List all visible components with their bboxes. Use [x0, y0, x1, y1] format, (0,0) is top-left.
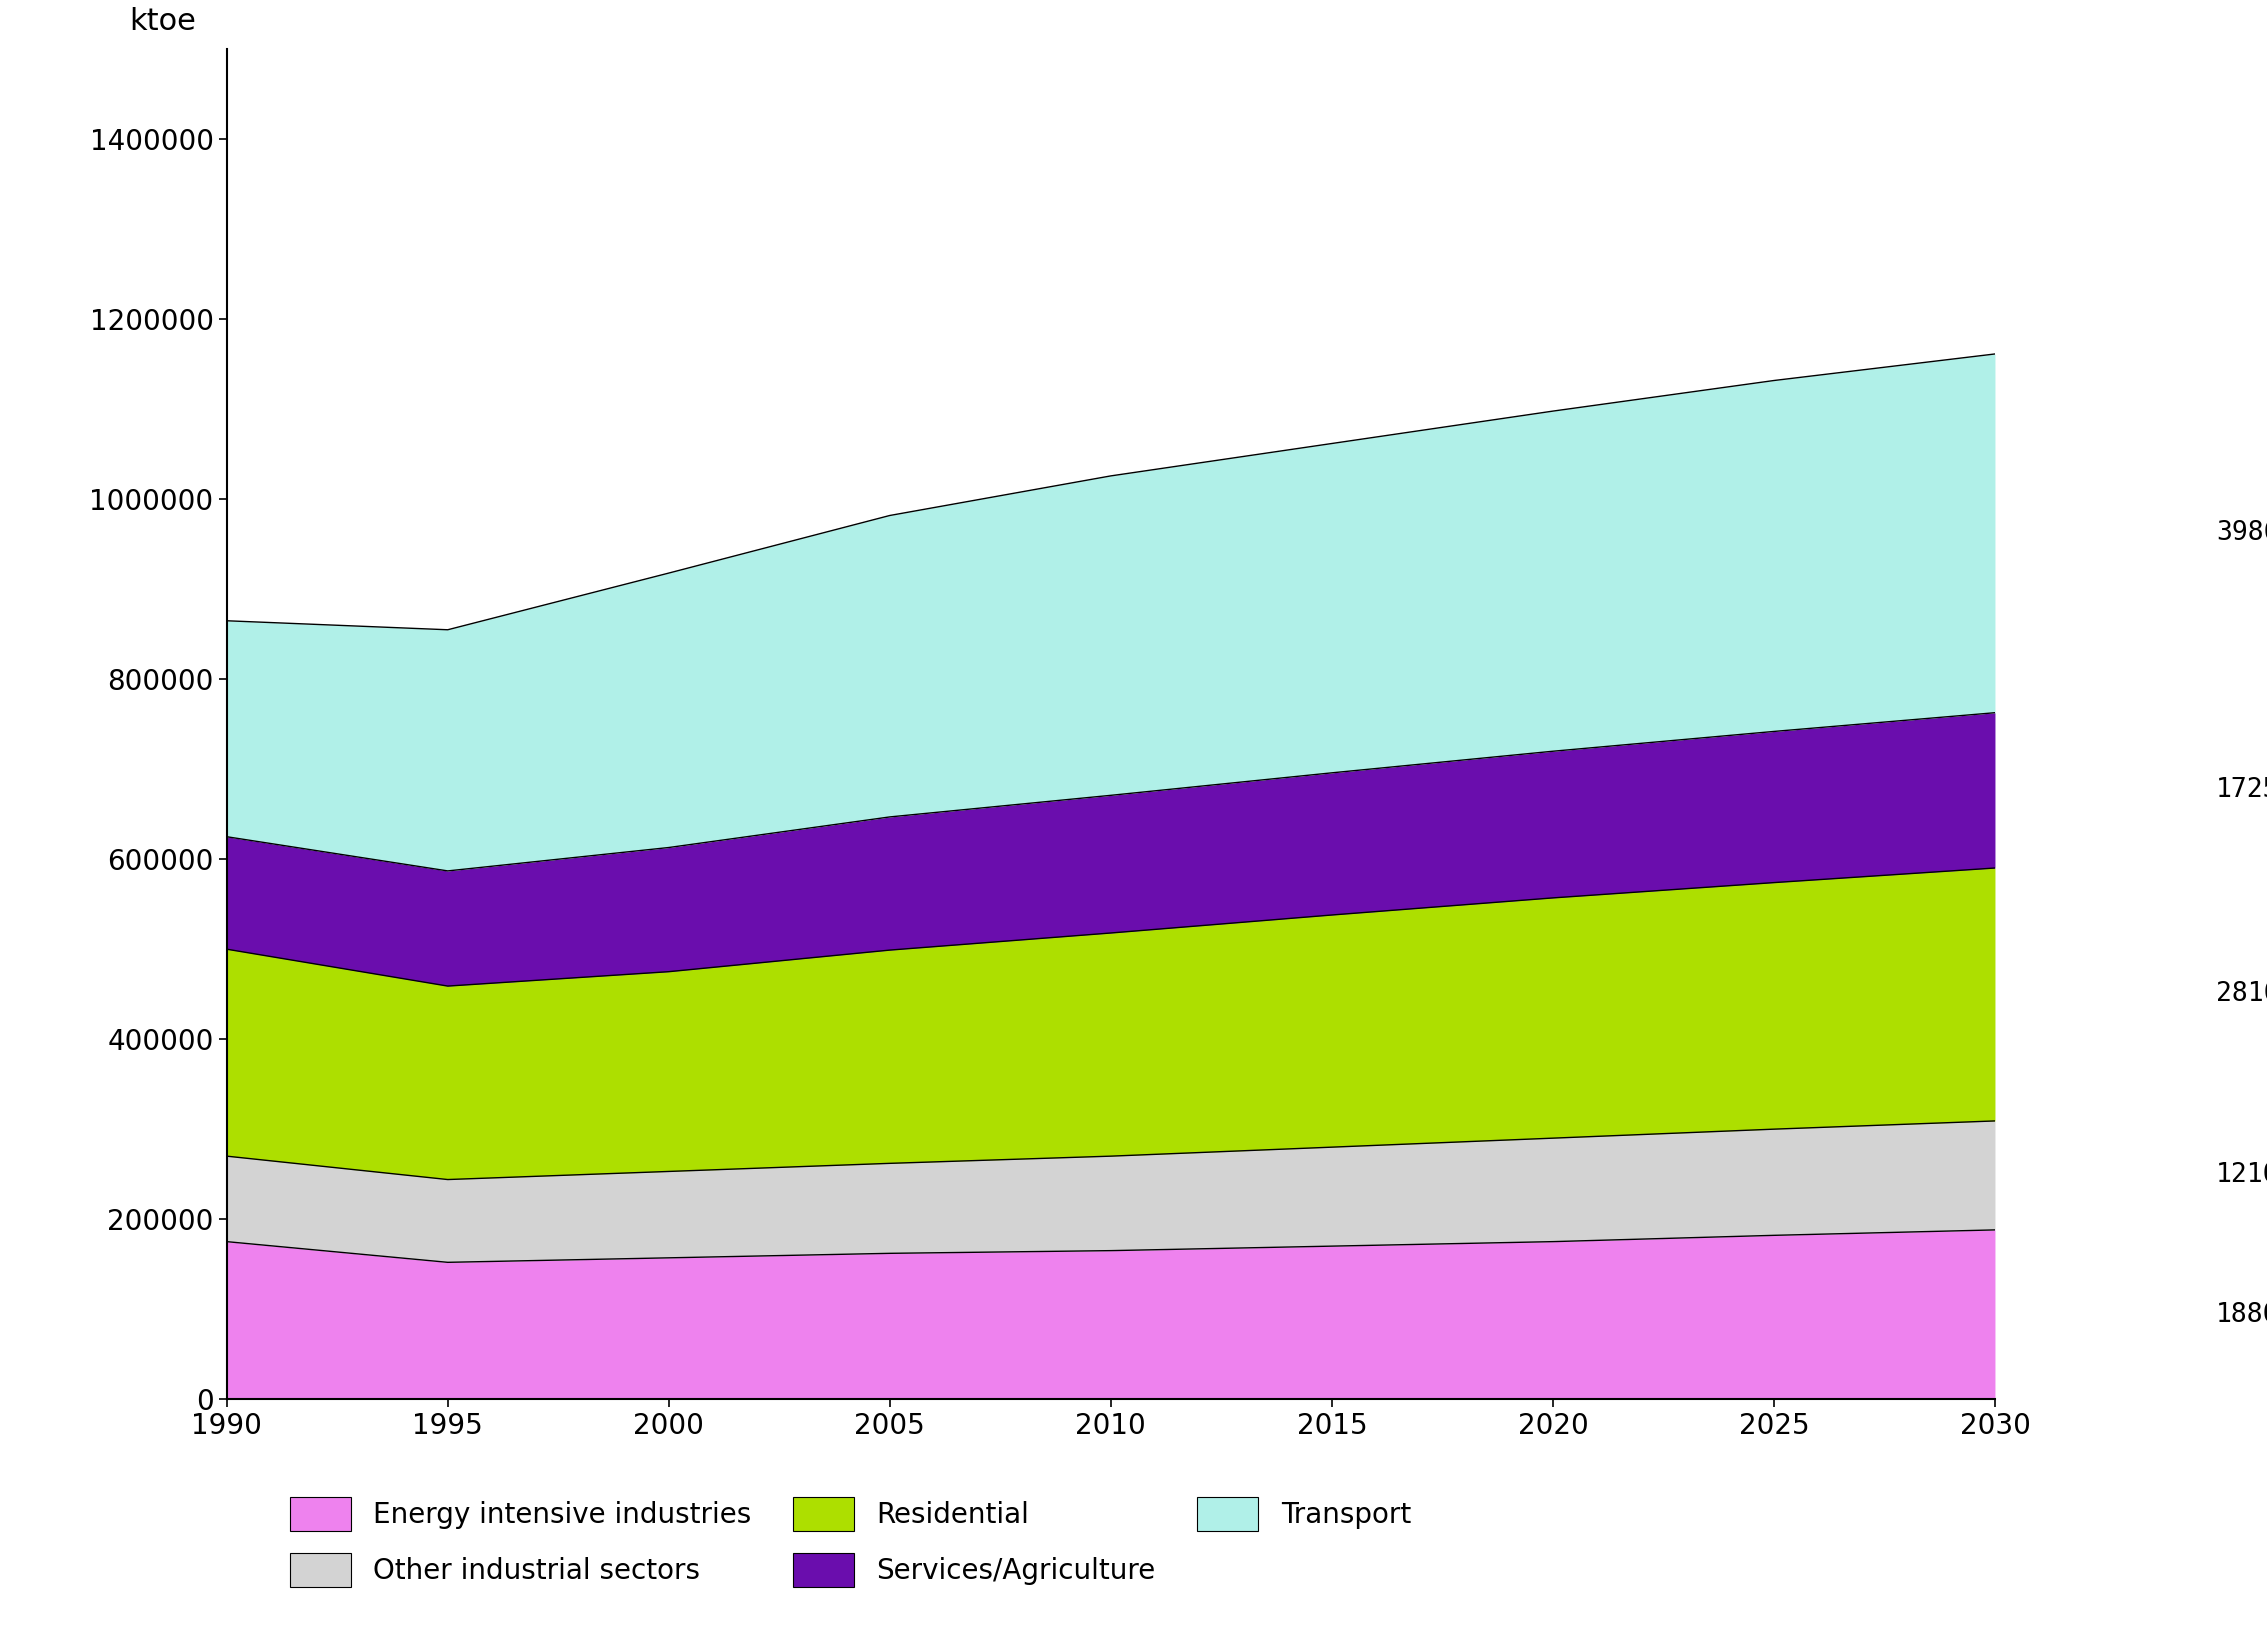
- Text: 188039: 188039: [2217, 1302, 2267, 1328]
- Text: ktoe: ktoe: [129, 7, 197, 36]
- Text: 281081: 281081: [2217, 981, 2267, 1007]
- Text: 121099: 121099: [2217, 1162, 2267, 1188]
- Legend: Energy intensive industries, Other industrial sectors, Residential, Services/Agr: Energy intensive industries, Other indus…: [277, 1483, 1426, 1602]
- Text: 398694: 398694: [2217, 520, 2267, 546]
- Text: 172599: 172599: [2217, 777, 2267, 803]
